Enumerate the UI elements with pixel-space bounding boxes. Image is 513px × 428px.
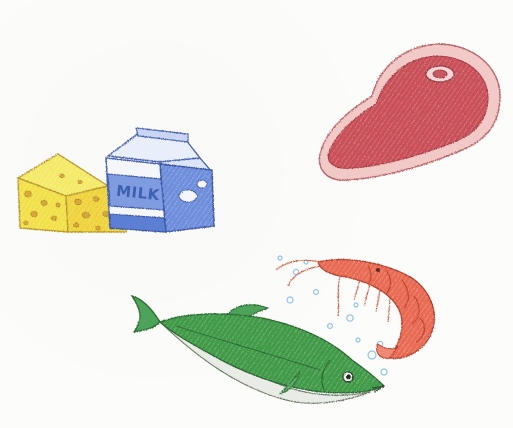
milk-label: MILK bbox=[115, 182, 161, 205]
milk-carton-icon bbox=[105, 127, 215, 233]
shrimp-icon bbox=[275, 259, 435, 359]
fish-icon bbox=[130, 294, 386, 404]
steak-icon bbox=[318, 43, 501, 181]
bubbles-icon bbox=[277, 255, 388, 376]
